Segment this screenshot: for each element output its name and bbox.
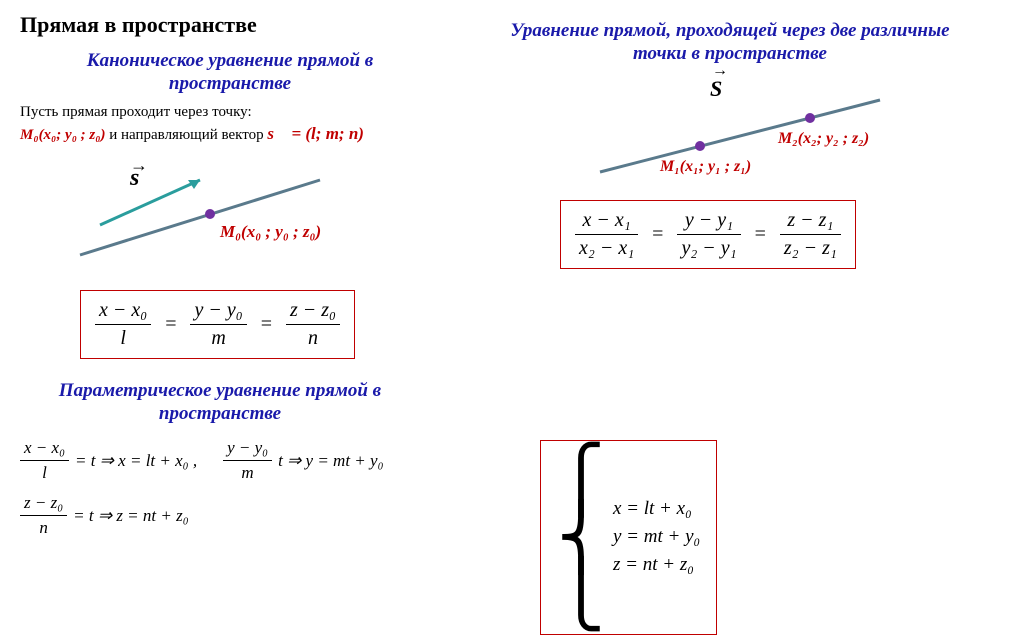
m1-label: M₁(x₁; y₁ ; z₁) bbox=[660, 158, 751, 176]
left-vec-s-label: →s⃗s bbox=[130, 165, 139, 192]
vec-def: s⃗ = (l; m; n) bbox=[267, 124, 364, 143]
right-vec-S: →S bbox=[710, 76, 722, 102]
canonical-eq-box: x − x₀l = y − y₀m = z − z₀n bbox=[80, 290, 355, 359]
sys-l3: z = nt + z₀ bbox=[613, 554, 700, 576]
left-diagram bbox=[60, 160, 360, 280]
m2-label: M₂(x₂; y₂ ; z₂) bbox=[778, 130, 869, 148]
param-eqs: x − x₀l = t ⇒ x = lt + x₀ , y − y₀m t ⇒ … bbox=[20, 438, 389, 544]
param-system-box: ⎧⎨⎩ x = lt + x₀ y = mt + y₀ z = nt + z₀ bbox=[540, 440, 717, 635]
right-heading: Уравнение прямой, проходящей через две р… bbox=[490, 20, 970, 66]
sys-l2: y = mt + y₀ bbox=[613, 526, 700, 548]
left-point-def: M₀(x₀; y₀ ; z₀) и направляющий вектор s⃗… bbox=[20, 124, 364, 144]
left-intro: Пусть прямая проходит через точку: bbox=[20, 104, 252, 121]
two-point-eq-box: x − x₁x₂ − x₁ = y − y₁y₂ − y₁ = z − z₁z₂… bbox=[560, 200, 856, 269]
sys-l1: x = lt + x₀ bbox=[613, 498, 700, 520]
brace-icon: ⎧⎨⎩ bbox=[557, 451, 605, 624]
page-title: Прямая в пространстве bbox=[20, 12, 257, 38]
left-heading: Каноническое уравнение прямой в простран… bbox=[30, 50, 430, 96]
m0-label: M₀(x₀; y₀ ; z₀) bbox=[20, 127, 105, 143]
connector: и направляющий вектор bbox=[109, 127, 267, 143]
left-m0-pt-label: M₀(x₀ ; y₀ ; z₀) bbox=[220, 222, 321, 242]
param-heading: Параметрическое уравнение прямой в прост… bbox=[40, 380, 400, 426]
